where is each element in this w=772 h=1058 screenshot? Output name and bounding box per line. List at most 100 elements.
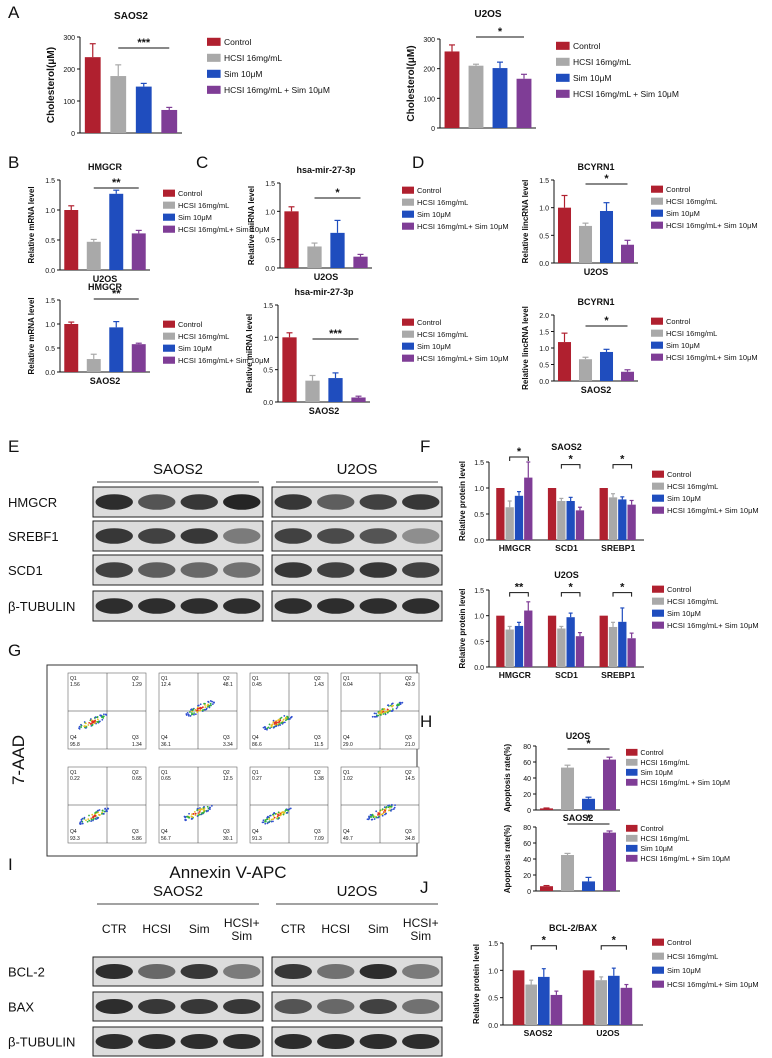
flow-event bbox=[187, 714, 190, 717]
bar bbox=[305, 380, 320, 402]
panel-label-d: D bbox=[412, 153, 424, 172]
flow-event bbox=[373, 818, 376, 820]
significance-label: * bbox=[569, 582, 574, 594]
flow-event bbox=[268, 723, 271, 726]
flow-event bbox=[208, 704, 211, 707]
y-tick-label: 1.0 bbox=[474, 486, 484, 493]
flow-event bbox=[280, 813, 283, 815]
legend-swatch bbox=[556, 89, 570, 98]
flow-event bbox=[188, 812, 190, 815]
legend-label: Control bbox=[224, 37, 252, 47]
flow-event bbox=[290, 716, 292, 719]
blot-band bbox=[138, 963, 176, 980]
legend-label: HCSI 16mg/mL bbox=[640, 834, 689, 843]
quadrant-name: Q4 bbox=[343, 735, 350, 741]
bar bbox=[575, 636, 585, 667]
y-tick-label: 0.0 bbox=[263, 400, 273, 407]
bar bbox=[468, 65, 484, 128]
flow-event bbox=[375, 712, 377, 715]
flow-event bbox=[92, 818, 95, 821]
flow-event bbox=[91, 724, 93, 727]
bar bbox=[64, 210, 79, 270]
blot-band bbox=[138, 1033, 176, 1050]
flow-event bbox=[184, 819, 187, 822]
flow-event bbox=[283, 715, 286, 717]
significance-bracket bbox=[509, 592, 529, 597]
chart-J1: 0.0 0.5 1.0 1.5 * SAOS2 * U2OS BCL-2/BAX Relative… bbox=[472, 923, 643, 1038]
bar bbox=[328, 378, 343, 402]
flow-event bbox=[272, 813, 274, 816]
legend-label: HCSI 16mg/mL + Sim 10μM bbox=[573, 89, 679, 99]
bar bbox=[496, 615, 505, 667]
quadrant-name: Q4 bbox=[161, 829, 168, 835]
quadrant-value: 91.3 bbox=[252, 836, 262, 842]
blot-band bbox=[317, 598, 355, 614]
quadrant-value: 1.34 bbox=[132, 742, 142, 748]
y-axis-label: Relative protein level bbox=[472, 944, 481, 1024]
bar bbox=[627, 504, 636, 540]
quadrant-name: Q4 bbox=[252, 829, 259, 835]
legend-label: Control bbox=[666, 317, 691, 326]
flow-event bbox=[190, 708, 193, 711]
blot-row-label: BAX bbox=[8, 1000, 34, 1015]
quadrant-value: 48.1 bbox=[223, 682, 233, 688]
flow-event bbox=[202, 811, 205, 814]
category-label: SAOS2 bbox=[524, 1028, 553, 1038]
blot-band bbox=[95, 494, 133, 510]
chart-title: U2OS bbox=[554, 570, 579, 580]
blot-row-label: SREBF1 bbox=[8, 529, 59, 544]
legend-swatch bbox=[652, 980, 664, 988]
legend-label: Sim 10μM bbox=[667, 494, 701, 503]
blot-band bbox=[180, 963, 218, 980]
significance-label: * bbox=[586, 813, 591, 825]
flow-event bbox=[266, 727, 269, 730]
blot-band bbox=[138, 998, 176, 1015]
flow-event bbox=[373, 712, 376, 715]
flow-event bbox=[207, 703, 210, 706]
flow-event bbox=[282, 811, 285, 813]
bar bbox=[505, 629, 514, 667]
flow-event bbox=[87, 724, 90, 726]
y-tick-label: 0.5 bbox=[474, 639, 484, 646]
blot-band bbox=[95, 998, 133, 1015]
flow-event bbox=[262, 819, 265, 822]
legend-swatch bbox=[626, 854, 638, 862]
cell-line-label: SAOS2 bbox=[153, 461, 203, 478]
legend-label: HCSI 16mg/mL bbox=[666, 329, 717, 338]
y-axis-label: Apoptosis rate(%) bbox=[503, 743, 512, 812]
flow-event bbox=[279, 814, 282, 817]
chart-H2: 0 20 40 60 80 *SAOS2 Apoptosis rate(%) bbox=[503, 813, 620, 896]
blot-band bbox=[180, 528, 218, 544]
flow-event bbox=[285, 808, 287, 811]
y-axis-label: Relative miRNA level bbox=[247, 186, 256, 265]
quadrant-name: Q1 bbox=[70, 676, 77, 682]
blot-band bbox=[402, 528, 440, 544]
flow-event bbox=[208, 806, 211, 809]
blot-band bbox=[359, 562, 397, 578]
flow-event bbox=[196, 711, 199, 713]
legend-label: HCSI 16mg/mL bbox=[667, 597, 718, 606]
flow-event bbox=[186, 711, 189, 714]
flow-event bbox=[383, 806, 386, 809]
flow-event bbox=[272, 815, 275, 817]
flow-event bbox=[95, 811, 98, 814]
quadrant-name: Q3 bbox=[132, 735, 139, 741]
quadrant-name: Q2 bbox=[132, 676, 139, 682]
quadrant-value: 43.9 bbox=[405, 682, 415, 688]
quadrant-name: Q1 bbox=[161, 770, 168, 776]
legend-swatch bbox=[556, 57, 570, 66]
flow-event bbox=[276, 723, 279, 726]
bar bbox=[581, 881, 596, 891]
legend-swatch bbox=[163, 320, 175, 328]
quadrant-name: Q2 bbox=[405, 770, 412, 776]
flow-event bbox=[204, 708, 206, 711]
legend-swatch bbox=[651, 197, 663, 205]
quadrant-value: 95.8 bbox=[70, 742, 80, 748]
significance-bracket bbox=[560, 592, 581, 597]
blot-band bbox=[359, 528, 397, 544]
quadrant-name: Q3 bbox=[314, 735, 321, 741]
legend-label: Sim 10μM bbox=[667, 609, 701, 618]
blot-band bbox=[274, 494, 312, 510]
